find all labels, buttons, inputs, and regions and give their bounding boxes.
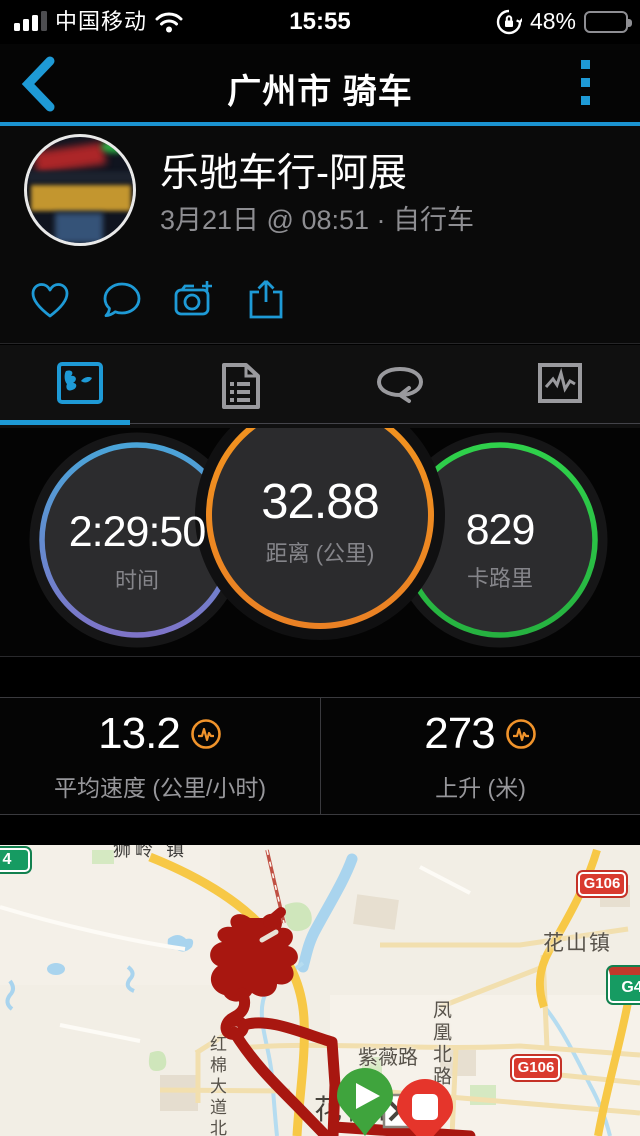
stat-ascent: 273 上升 (米) — [320, 698, 640, 814]
route-start-marker[interactable] — [337, 1068, 393, 1136]
activity-meta: 3月21日 @ 08:51 · 自行车 — [160, 205, 475, 235]
back-chevron-icon[interactable] — [16, 56, 60, 112]
status-bar: 中国移动 15:55 48% — [0, 0, 640, 44]
chart-icon — [538, 363, 582, 403]
battery-percent: 48% — [529, 8, 576, 34]
route-track — [210, 907, 476, 1136]
stat-avg-speed: 13.2 平均速度 (公里/小时) — [0, 698, 320, 814]
road-shield-g106-bottom: G106 — [512, 1056, 560, 1080]
signal-bars-icon — [14, 11, 47, 31]
map-stats-icon — [57, 362, 103, 404]
map-label-huashan: 花山镇 — [543, 932, 612, 955]
comment-bubble-icon[interactable] — [100, 278, 144, 322]
gauge-section: 2:29:50 时间 32.88 距离 (公里) 829 卡路里 — [0, 390, 640, 657]
stats-row: 13.2 平均速度 (公里/小时) 273 上升 (米) — [0, 697, 640, 815]
road-shield-g4-left: 4 — [0, 848, 30, 872]
tab-bar — [0, 345, 640, 428]
map-label-hongmiandadaobei: 红棉大道北 — [207, 1035, 226, 1136]
tab-laps[interactable] — [320, 357, 480, 413]
notes-document-icon — [222, 363, 260, 409]
nav-accent-divider — [0, 122, 640, 126]
tab-charts[interactable] — [480, 357, 640, 413]
like-heart-icon[interactable] — [28, 278, 72, 322]
laps-loop-icon — [376, 367, 424, 403]
gauge-calories-ring — [392, 432, 608, 648]
ascent-value: 273 — [424, 709, 495, 758]
activity-header: 乐驰车行-阿展 3月21日 @ 08:51 · 自行车 — [0, 126, 640, 256]
tab-details[interactable] — [160, 357, 320, 413]
map-label-town: 狮岭 镇 — [113, 845, 189, 860]
map-label-fenghuangbeilu: 凤凰北路 — [430, 1000, 451, 1088]
avg-speed-label: 平均速度 (公里/小时) — [53, 775, 267, 801]
overflow-menu-icon[interactable] — [578, 60, 592, 112]
gauge-distance: 32.88 距离 (公里) — [190, 474, 450, 568]
gauge-needle-icon — [505, 719, 536, 749]
battery-icon — [584, 10, 632, 33]
nav-bar: 广州市 骑车 — [0, 44, 640, 122]
gauge-calories: 829 卡路里 — [370, 506, 630, 593]
distance-value: 32.88 — [261, 475, 380, 529]
carrier-label: 中国移动 — [55, 9, 148, 34]
wifi-icon — [155, 12, 183, 33]
avg-speed-value: 13.2 — [98, 709, 181, 758]
route-end-marker[interactable] — [397, 1079, 453, 1136]
time-label: 时间 — [114, 568, 159, 593]
share-icon[interactable] — [244, 278, 288, 322]
avatar[interactable] — [24, 134, 136, 246]
distance-label: 距离 (公里) — [265, 541, 375, 566]
map-label-ziweilu: 紫薇路 — [358, 1047, 418, 1069]
time-value: 2:29:50 — [68, 508, 206, 556]
tab-overview[interactable] — [0, 357, 160, 413]
road-shield-g4-right: G4 — [608, 967, 640, 1003]
action-bar — [0, 256, 640, 344]
add-photo-camera-icon[interactable] — [172, 278, 216, 322]
gauge-needle-icon — [191, 719, 221, 749]
active-tab-underline — [0, 420, 130, 425]
calories-label: 卡路里 — [466, 566, 533, 591]
gauge-time: 2:29:50 时间 — [7, 508, 267, 595]
clock: 15:55 — [289, 8, 351, 35]
athlete-name: 乐驰车行-阿展 — [160, 152, 407, 195]
page-title: 广州市 骑车 — [227, 73, 413, 111]
map-route-layer — [210, 907, 476, 1136]
road-shield-g106-top: G106 — [578, 872, 626, 896]
orientation-lock-icon — [496, 9, 522, 34]
route-map[interactable]: 狮岭 镇 花山镇 紫薇路 凤凰北路 红棉大道北 花都区 4 G106 G4 G1… — [0, 845, 640, 1136]
ascent-label: 上升 (米) — [435, 775, 526, 801]
tab-bar-divider — [130, 423, 640, 424]
calories-value: 829 — [465, 506, 536, 554]
